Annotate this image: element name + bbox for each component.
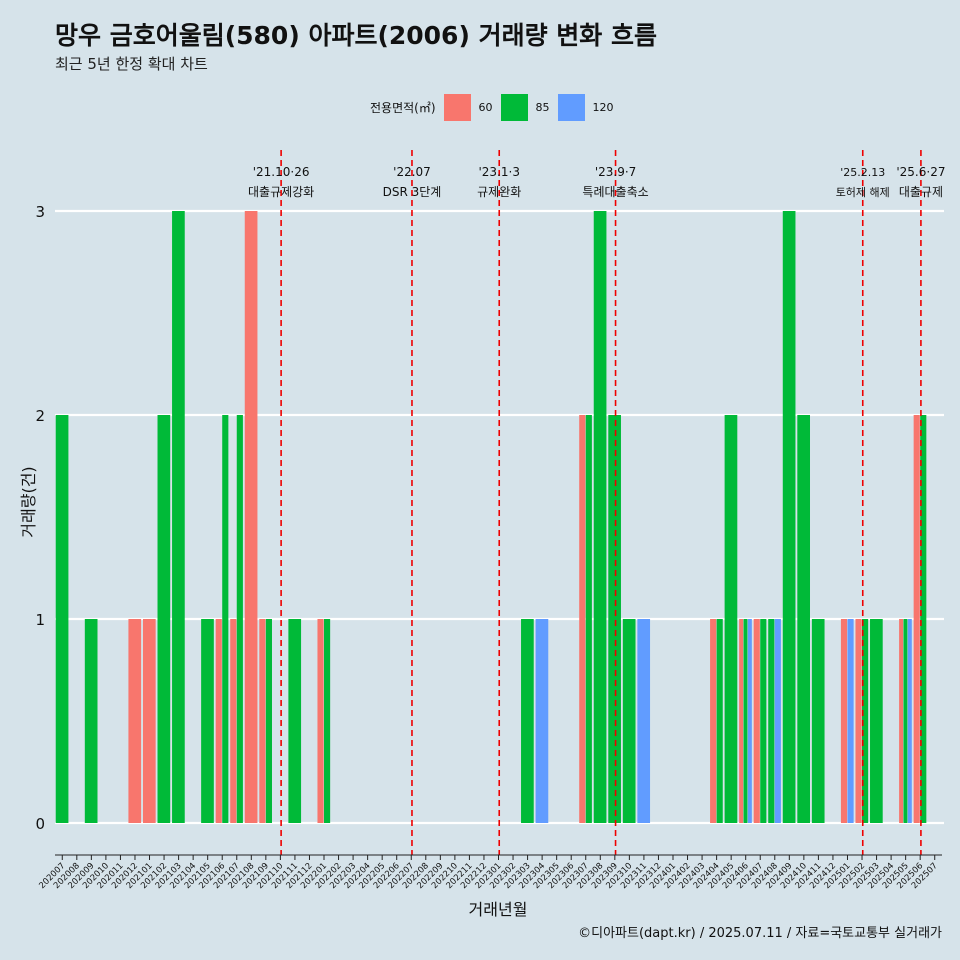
source-credit: ©디아파트(dapt.kr) / 2025.07.11 / 자료=국토교통부 실…	[578, 926, 942, 941]
bar-85-202405	[724, 415, 738, 823]
bar-120-202304	[535, 619, 549, 823]
bars	[55, 211, 927, 823]
bar-85-202502	[862, 619, 869, 823]
y-tick-label: 0	[35, 815, 45, 833]
bar-85-202505	[903, 619, 908, 823]
legend-swatch-85	[500, 93, 528, 121]
event-text-label: DSR 3단계	[383, 185, 442, 199]
event-text-label: 특례대출축소	[582, 185, 648, 199]
bar-120-202505	[907, 619, 912, 823]
bar-85-202009	[84, 619, 98, 823]
bar-85-202409	[782, 211, 796, 823]
bar-85-202308	[593, 211, 607, 823]
legend-item-60: 60	[443, 93, 493, 121]
bar-85-202201	[324, 619, 331, 823]
bar-60-202012	[128, 619, 142, 823]
event-date-label: '21.10·26	[253, 165, 310, 179]
bar-85-202411	[811, 619, 825, 823]
bar-85-202105	[201, 619, 214, 823]
event-text-label: 대출규제강화	[248, 185, 314, 199]
bar-60-202506	[913, 415, 920, 823]
bar-60-202107	[230, 619, 237, 823]
y-axis-label: 거래량(건)	[19, 466, 38, 537]
legend-label-120: 120	[592, 100, 614, 114]
chart-title: 망우 금호어울림(580) 아파트(2006) 거래량 변화 흐름	[55, 21, 657, 50]
event-date-label: '22.07	[393, 165, 431, 179]
axes: 2020072020082020092020102020112020122021…	[37, 854, 942, 891]
bar-85-202408	[768, 619, 775, 823]
legend: 전용면적(㎡) 60 85 120	[370, 93, 622, 121]
bar-60-202109	[259, 619, 266, 823]
event-date-label: '25.2.13	[840, 166, 885, 179]
bar-85-202407	[760, 619, 767, 823]
bar-60-202106	[215, 619, 222, 823]
legend-item-85: 85	[500, 93, 550, 121]
event-text-label: 규제완화	[477, 185, 521, 199]
y-tick-label: 3	[35, 203, 45, 221]
legend-label-85: 85	[535, 100, 550, 114]
bar-120-202406	[747, 619, 752, 823]
bar-85-202307	[585, 415, 592, 823]
bar-60-202505	[899, 619, 904, 823]
event-date-label: '25.6·27	[896, 165, 945, 179]
bar-60-202101	[142, 619, 156, 823]
event-date-label: '23.9·7	[595, 165, 636, 179]
bar-85-202406	[743, 619, 748, 823]
bar-60-202404	[710, 619, 717, 823]
bar-85-202404	[716, 619, 723, 823]
legend-swatch-60	[443, 93, 471, 121]
bar-85-202303	[521, 619, 534, 823]
bar-120-202501	[847, 619, 854, 823]
bar-85-202410	[797, 415, 811, 823]
bar-60-202108	[244, 211, 258, 823]
bar-85-202109	[265, 619, 272, 823]
bar-85-202506	[920, 415, 927, 823]
bar-60-202201	[317, 619, 324, 823]
legend-item-120: 120	[557, 93, 614, 121]
event-text-label: 토허제 해제	[836, 185, 890, 199]
bar-120-202311	[637, 619, 651, 823]
bar-60-202307	[579, 415, 586, 823]
bar-85-202107	[236, 415, 243, 823]
chart-subtitle: 최근 5년 한정 확대 차트	[55, 55, 208, 73]
bar-120-202408	[774, 619, 781, 823]
legend-swatch-120	[557, 93, 585, 121]
bar-85-202102	[157, 415, 171, 823]
bar-85-202310	[622, 619, 636, 823]
bar-85-202103	[172, 211, 185, 823]
bar-60-202406	[739, 619, 744, 823]
y-tick-label: 1	[35, 611, 45, 629]
event-date-label: '23.1·3	[478, 165, 519, 179]
bar-85-202007	[55, 415, 69, 823]
bar-85-202309	[608, 415, 621, 823]
legend-label-60: 60	[478, 100, 493, 114]
event-lines: '21.10·26 대출규제강화 '22.07 DSR 3단계 '23.1·3 규제완화 '…	[248, 150, 945, 855]
bar-60-202407	[753, 619, 760, 823]
bar-85-202106	[222, 415, 229, 823]
y-tick-label: 2	[35, 407, 45, 425]
event-text-label: 대출규제	[899, 185, 943, 199]
bar-85-202111	[288, 619, 302, 823]
x-axis-label: 거래년월	[469, 900, 528, 919]
bar-60-202501	[840, 619, 848, 823]
legend-title: 전용면적(㎡)	[370, 100, 436, 115]
bar-60-202502	[855, 619, 862, 823]
bar-85-202503	[870, 619, 883, 823]
